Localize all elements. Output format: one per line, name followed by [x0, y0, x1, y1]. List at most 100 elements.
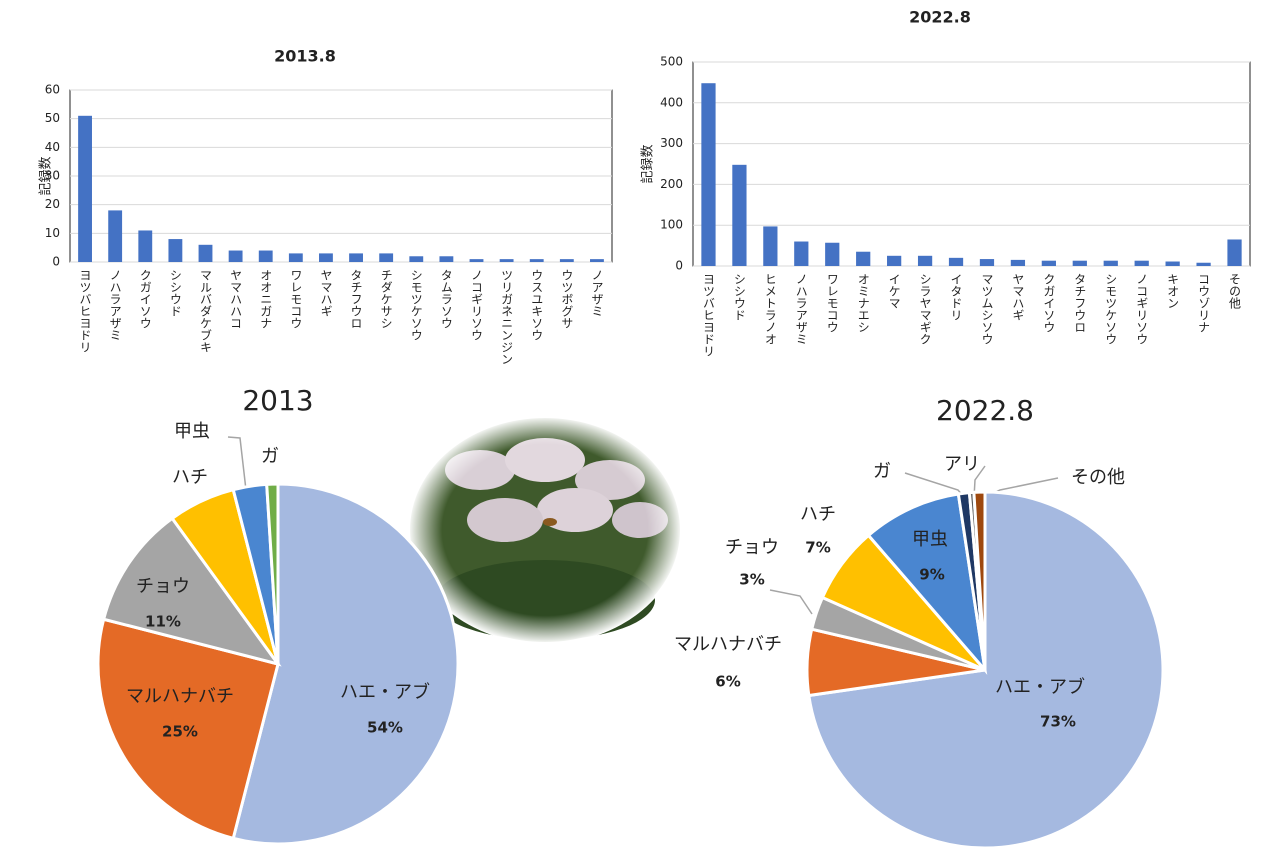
- slice-label: ハチ: [172, 467, 208, 488]
- bar: [887, 256, 901, 266]
- bar: [530, 259, 544, 262]
- x-tick-label: ヒメトラノオ: [763, 273, 777, 345]
- y-tick-label: 200: [660, 177, 683, 191]
- y-tick-label: 10: [45, 226, 60, 240]
- slice-value-label: 73%: [1040, 713, 1076, 731]
- bar: [1042, 261, 1056, 266]
- x-tick-label: ノコギリソウ: [470, 269, 484, 341]
- bar: [409, 256, 423, 262]
- slice-value-label: 25%: [162, 723, 198, 741]
- x-tick-label: イタドリ: [949, 273, 963, 321]
- bar: [980, 259, 994, 266]
- slice-label: ガ: [873, 461, 891, 482]
- bar: [1227, 239, 1241, 266]
- bar: [259, 251, 273, 262]
- x-tick-label: コウゾリナ: [1197, 273, 1211, 333]
- bar: [918, 256, 932, 266]
- bar: [1135, 261, 1149, 266]
- x-tick-label: ウツボグサ: [560, 269, 574, 329]
- slice-value-label: 54%: [367, 719, 403, 737]
- slice-label: ハエ・アブ: [995, 676, 1085, 698]
- slice-label: チョウ: [725, 537, 779, 558]
- bar: [78, 116, 92, 262]
- bar: [1196, 263, 1210, 266]
- bar: [701, 83, 715, 266]
- bar: [794, 242, 808, 266]
- bar: [825, 243, 839, 266]
- y-tick-label: 0: [52, 255, 60, 269]
- x-tick-label: タチフウロ: [349, 269, 363, 329]
- bar: [856, 252, 870, 266]
- y-tick-label: 400: [660, 95, 683, 109]
- x-tick-label: タムラソウ: [439, 269, 453, 329]
- bar: [949, 258, 963, 266]
- x-tick-label: ノハラアザミ: [108, 269, 122, 341]
- bar: [138, 230, 152, 262]
- x-tick-label: イケマ: [887, 273, 901, 309]
- x-tick-label: その他: [1228, 273, 1242, 309]
- x-tick-label: ツリガネニンジン: [500, 269, 514, 365]
- slice-label: 甲虫: [912, 529, 948, 550]
- x-tick-label: ノコギリソウ: [1135, 273, 1149, 345]
- x-tick-label: キオン: [1166, 273, 1180, 309]
- x-tick-label: オオニガナ: [259, 269, 273, 329]
- slice-label: ハエ・アブ: [340, 681, 430, 703]
- y-axis-label: 記録数: [640, 144, 656, 183]
- chart-title: 2022.8: [909, 8, 971, 27]
- x-tick-label: オミナエシ: [856, 273, 870, 333]
- bar: [500, 259, 514, 262]
- x-tick-label: クガイソウ: [1042, 273, 1056, 333]
- x-tick-label: チダケサシ: [379, 269, 393, 329]
- x-tick-label: ヨツバヒヨドリ: [78, 269, 92, 353]
- x-tick-label: シシウド: [732, 273, 746, 321]
- slice-value-label: 6%: [715, 673, 740, 691]
- y-tick-label: 0: [675, 259, 683, 273]
- figure: 2013.8 記録数 0 10 20 30 40 50 60 ヨツバヒヨドリ ノハラアザミ クガイソウ…: [0, 0, 1261, 850]
- y-tick-label: 500: [660, 55, 683, 69]
- x-tick-label: タチフウロ: [1073, 273, 1087, 333]
- bar: [1011, 260, 1025, 266]
- bar: [199, 245, 213, 262]
- x-tick-label: マツムシソウ: [980, 273, 994, 345]
- bar: [732, 165, 746, 266]
- x-tick-label: マルバダケブキ: [199, 269, 213, 353]
- x-tick-label: シラヤマギク: [918, 273, 932, 345]
- y-tick-label: 40: [45, 140, 60, 154]
- bar: [439, 256, 453, 262]
- x-tick-label: クガイソウ: [138, 269, 152, 329]
- x-tick-label: ヤマハハコ: [229, 269, 243, 329]
- x-tick-label: ヤマハギ: [319, 269, 333, 317]
- y-tick-label: 30: [45, 169, 60, 183]
- bar: [1073, 261, 1087, 266]
- slice-value-label: 7%: [805, 539, 830, 557]
- bar: [319, 253, 333, 262]
- bar: [560, 259, 574, 262]
- slice-label: ガ: [261, 446, 279, 467]
- y-tick-label: 20: [45, 197, 60, 211]
- bar: [168, 239, 182, 262]
- slice-label: チョウ: [136, 576, 190, 597]
- slice-label: ハチ: [800, 504, 836, 525]
- x-tick-label: ウスユキソウ: [530, 269, 544, 341]
- x-tick-label: ワレモコウ: [289, 269, 303, 329]
- x-tick-label: ヨツバヒヨドリ: [701, 273, 715, 357]
- chart-title: 2013.8: [274, 47, 336, 66]
- bar: [229, 251, 243, 262]
- bar: [349, 253, 363, 262]
- slice-label: マルハナバチ: [126, 686, 234, 707]
- y-tick-label: 300: [660, 136, 683, 150]
- x-tick-label: シモツケソウ: [1104, 273, 1118, 345]
- y-tick-label: 50: [45, 111, 60, 125]
- x-tick-label: ノアザミ: [590, 269, 604, 317]
- page: {"chart_data":[ {"type":"bar","title":"2…: [0, 0, 1261, 850]
- slice-label: マルハナバチ: [674, 634, 782, 655]
- slice-label: その他: [1071, 467, 1125, 488]
- bar: [590, 259, 604, 262]
- slice-value-label: 3%: [739, 571, 764, 589]
- y-tick-label: 60: [45, 83, 60, 97]
- x-tick-label: ワレモコウ: [825, 273, 839, 333]
- bar: [379, 253, 393, 262]
- bar: [470, 259, 484, 262]
- bar: [763, 226, 777, 266]
- slice-label: 甲虫: [174, 421, 210, 442]
